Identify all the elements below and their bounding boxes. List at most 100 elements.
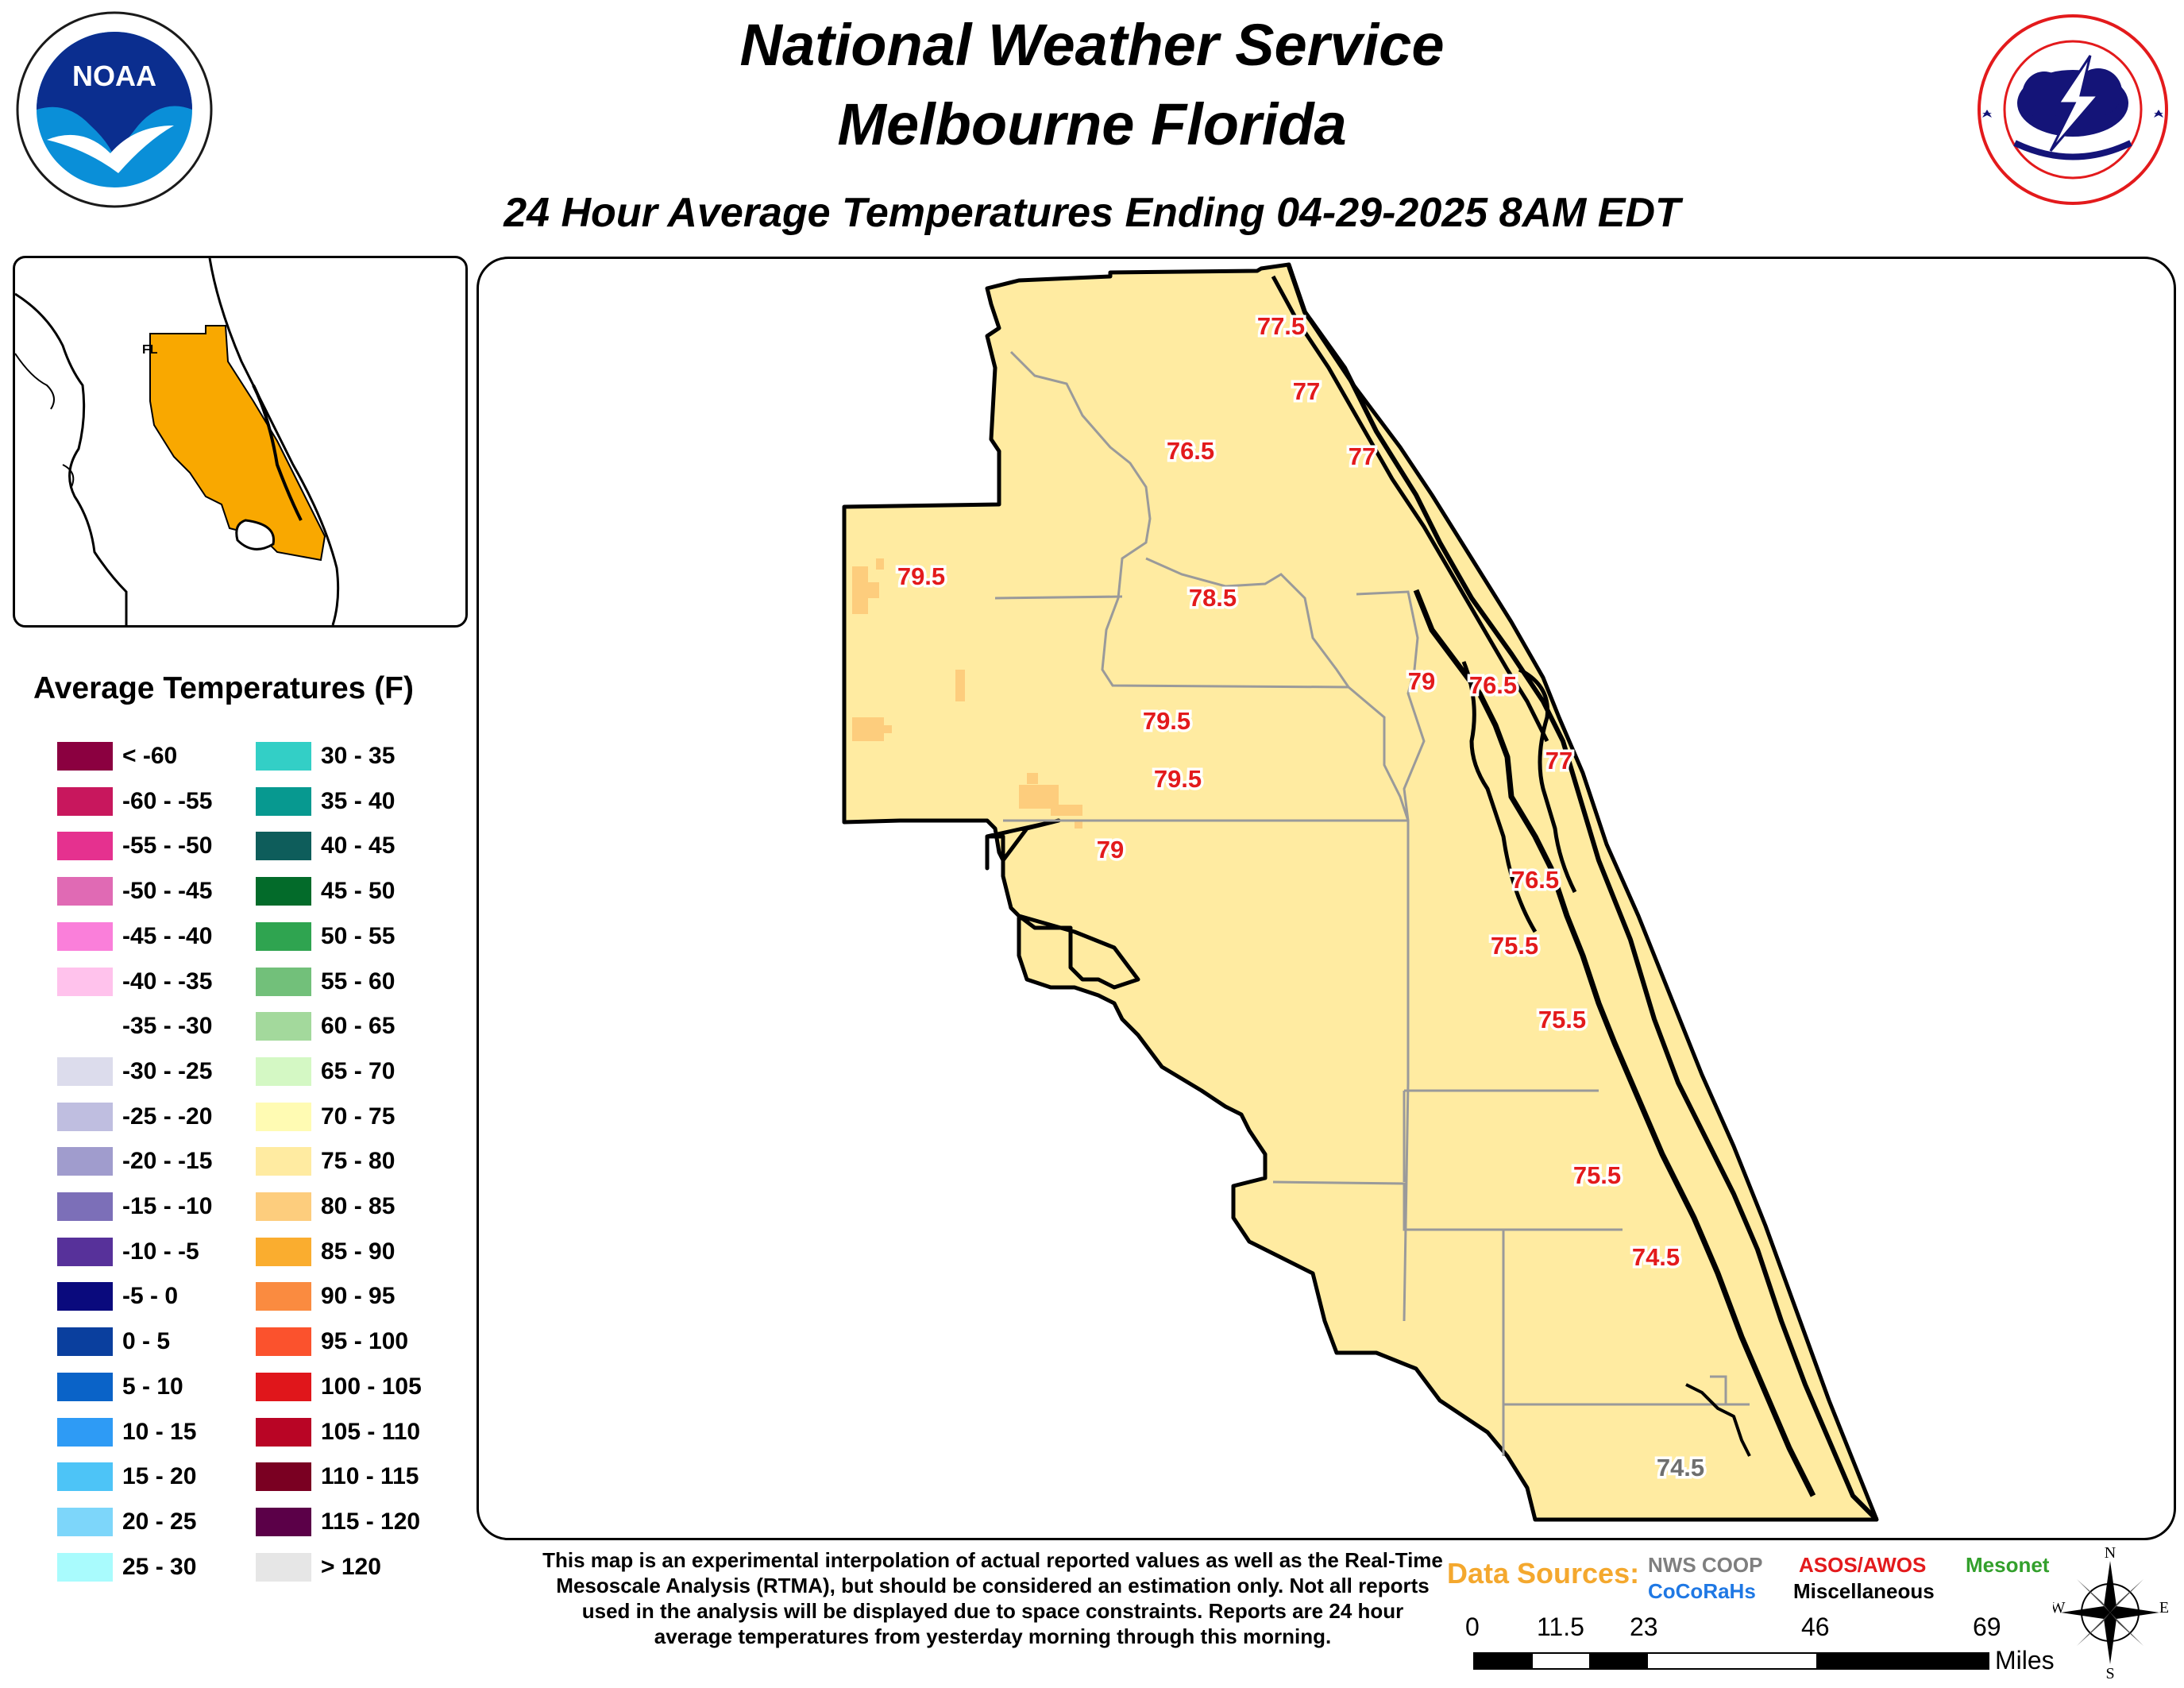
legend-item: 40 - 45 [256, 832, 395, 861]
legend-label: -15 - -10 [122, 1193, 213, 1219]
legend-label: 115 - 120 [321, 1508, 421, 1535]
station-value-label: 76.5 [1167, 437, 1214, 465]
legend-swatch [57, 1462, 113, 1492]
legend-item: -5 - 0 [57, 1282, 178, 1311]
station-value-label: 79.5 [1154, 765, 1202, 793]
legend-label: 65 - 70 [321, 1057, 396, 1084]
legend-item: -55 - -50 [57, 832, 212, 861]
legend-item: 115 - 120 [256, 1507, 421, 1536]
legend-label: < -60 [122, 743, 178, 769]
legend-label: -45 - -40 [122, 922, 213, 949]
legend-item: -60 - -55 [57, 786, 212, 816]
legend-item: 70 - 75 [256, 1102, 396, 1131]
legend-item: 20 - 25 [57, 1507, 197, 1536]
legend-label: 10 - 15 [122, 1418, 197, 1445]
legend-swatch [57, 1147, 113, 1176]
legend-label: 60 - 65 [321, 1013, 396, 1040]
legend-label: 5 - 10 [122, 1373, 183, 1400]
legend-label: 45 - 50 [321, 878, 396, 905]
legend-label: 20 - 25 [122, 1508, 197, 1535]
station-value-label: 79.5 [1143, 707, 1190, 735]
legend-item: -15 - -10 [57, 1192, 212, 1221]
legend-item: 65 - 70 [256, 1056, 396, 1086]
svg-text:NOAA: NOAA [72, 60, 156, 92]
legend-label: 80 - 85 [321, 1193, 396, 1219]
legend-swatch [57, 1507, 113, 1536]
lake-okeechobee [235, 519, 276, 550]
legend-swatch [256, 877, 311, 906]
legend-swatch [57, 1102, 113, 1131]
legend-item: 95 - 100 [256, 1327, 409, 1357]
page-title-location: Melbourne Florida [837, 91, 1347, 157]
legend-label: 25 - 30 [122, 1553, 197, 1580]
scale-tick-2: 23 [1630, 1613, 1658, 1641]
legend-item: -40 - -35 [57, 967, 213, 996]
compass-e: E [2159, 1599, 2168, 1617]
legend-label: -10 - -5 [122, 1238, 199, 1265]
legend-label: -50 - -45 [122, 878, 213, 905]
scale-tick-4: 69 [1973, 1613, 2001, 1641]
legend-swatch [256, 1552, 311, 1582]
legend-item: < -60 [57, 742, 177, 771]
station-value-label: 79.5 [897, 562, 945, 590]
legend-swatch [256, 1417, 311, 1447]
legend-item: 80 - 85 [256, 1192, 395, 1221]
legend-label: 55 - 60 [321, 968, 396, 995]
station-value-label: 76.5 [1469, 671, 1517, 699]
scale-bar [1473, 1652, 1989, 1670]
station-value-label: 79 [1408, 667, 1435, 695]
legend-label: 105 - 110 [321, 1418, 421, 1445]
compass-w: W [2053, 1599, 2066, 1617]
legend-item: 50 - 55 [256, 921, 396, 951]
compass-rose-icon: N S W E [2053, 1545, 2168, 1680]
legend-item: -50 - -45 [57, 877, 212, 906]
legend-item: 5 - 10 [57, 1372, 183, 1401]
legend-swatch [57, 1417, 113, 1447]
legend-swatch [256, 1327, 311, 1357]
legend-label: -30 - -25 [122, 1057, 213, 1084]
legend-item: -25 - -20 [57, 1102, 213, 1131]
legend-label: 50 - 55 [321, 922, 396, 949]
station-value-label: 77 [1545, 747, 1572, 774]
scale-unit: Miles [1995, 1646, 2055, 1674]
legend-label: 70 - 75 [321, 1103, 396, 1130]
legend-swatch [57, 1372, 113, 1401]
data-sources-label: Data Sources: [1447, 1557, 1640, 1590]
legend-item: 90 - 95 [256, 1282, 395, 1311]
legend-item: 25 - 30 [57, 1552, 197, 1582]
station-value-label: 75.5 [1538, 1006, 1586, 1033]
legend-label: -25 - -20 [122, 1103, 213, 1130]
legend-swatch [256, 1012, 311, 1041]
page-title: National Weather Service [739, 12, 1445, 78]
legend-label: 110 - 115 [321, 1463, 419, 1490]
legend-swatch [57, 1192, 113, 1221]
legend-item: 30 - 35 [256, 742, 395, 771]
legend-item: 45 - 50 [256, 877, 395, 906]
legend-swatch [57, 1056, 113, 1086]
disclaimer-text: This map is an experimental interpolatio… [542, 1548, 1443, 1648]
legend-swatch [57, 786, 113, 816]
station-value-label: 77 [1293, 377, 1320, 405]
legend-swatch [256, 742, 311, 771]
station-value-label: 78.5 [1189, 584, 1237, 612]
legend-item: 35 - 40 [256, 786, 395, 816]
legend-swatch [57, 832, 113, 861]
legend-item: -45 - -40 [57, 921, 213, 951]
legend-label: 85 - 90 [321, 1238, 396, 1265]
legend-label: 0 - 5 [122, 1328, 171, 1355]
legend-label: 95 - 100 [321, 1328, 409, 1355]
legend-label: -40 - -35 [122, 968, 213, 995]
legend-label: 100 - 105 [321, 1373, 422, 1400]
source-nws-coop: NWS COOP [1648, 1553, 1763, 1577]
source-cocorahs: CoCoRaHs [1648, 1579, 1756, 1603]
legend-title: Average Temperatures (F) [33, 671, 414, 705]
legend-swatch [256, 832, 311, 861]
legend-item: -20 - -15 [57, 1147, 212, 1176]
legend-label: 30 - 35 [321, 743, 396, 769]
legend-swatch [256, 1147, 311, 1176]
scale-tick-1: 11.5 [1537, 1613, 1584, 1641]
nws-logo [1978, 14, 2168, 205]
source-miscellaneous: Miscellaneous [1793, 1579, 1935, 1603]
legend-item: 60 - 65 [256, 1012, 395, 1041]
legend-label: > 120 [321, 1553, 381, 1580]
